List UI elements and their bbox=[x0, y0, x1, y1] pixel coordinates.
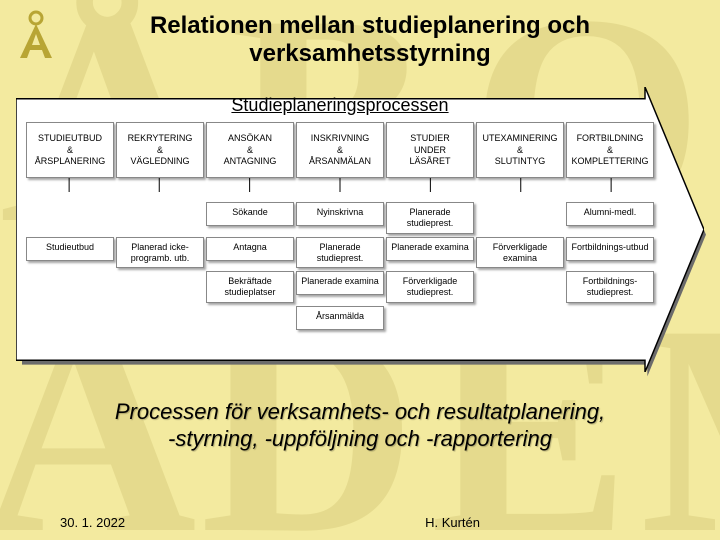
col-inskrivning: INSKRIVNING&ÅRSANMÄLAN bbox=[296, 122, 384, 178]
sub-box: Planerade studieprest. bbox=[296, 237, 384, 269]
connectors bbox=[24, 178, 656, 192]
col-utexaminering: UTEXAMINERING&SLUTINTYG bbox=[476, 122, 564, 178]
footer: 30. 1. 2022 H. Kurtén bbox=[0, 515, 720, 530]
col-ansokan: ANSÖKAN&ANTAGNING bbox=[206, 122, 294, 178]
sub-box: Fortbildnings-utbud bbox=[566, 237, 654, 261]
process-caption: Processen för verksamhets- och resultatp… bbox=[30, 399, 690, 452]
sub-box: Fortbildnings-studieprest. bbox=[566, 271, 654, 303]
sub-box: Planerade examina bbox=[296, 271, 384, 295]
sub-box: Förverkligade examina bbox=[476, 237, 564, 269]
col-studier: STUDIERUNDERLÄSÅRET bbox=[386, 122, 474, 178]
sub-box: Nyinskrivna bbox=[296, 202, 384, 226]
sub-box: Bekräftade studieplatser bbox=[206, 271, 294, 303]
footer-author: H. Kurtén bbox=[425, 515, 680, 530]
logo-icon bbox=[14, 10, 58, 60]
sub-box: Planerad icke-programb. utb. bbox=[116, 237, 204, 269]
sub-box: Sökande bbox=[206, 202, 294, 226]
title-line1: Relationen mellan studieplanering och bbox=[150, 12, 590, 39]
footer-date: 30. 1. 2022 bbox=[60, 515, 125, 530]
sub-box: Studieutbud bbox=[26, 237, 114, 261]
title-line2: verksamhetsstyrning bbox=[249, 40, 490, 67]
sub-box-grid: SökandeNyinskrivnaPlanerade studieprest.… bbox=[24, 202, 656, 330]
page-title: Relationen mellan studieplanering och ve… bbox=[10, 6, 710, 79]
sub-box: Årsanmälda bbox=[296, 306, 384, 330]
col-fortbildning: FORTBILDNING&KOMPLETTERING bbox=[566, 122, 654, 178]
sub-box: Planerade studieprest. bbox=[386, 202, 474, 234]
caption-line2: -styrning, -uppföljning och -rapporterin… bbox=[168, 426, 552, 451]
sub-box: Alumni-medl. bbox=[566, 202, 654, 226]
column-header-row: STUDIEUTBUD&ÅRSPLANERING REKRYTERING&VÄG… bbox=[24, 122, 656, 178]
process-arrow-container: Studieplaneringsprocessen STUDIEUTBUD&ÅR… bbox=[16, 87, 704, 377]
col-rekrytering: REKRYTERING&VÄGLEDNING bbox=[116, 122, 204, 178]
sub-box: Förverkligade studieprest. bbox=[386, 271, 474, 303]
section-title: Studieplaneringsprocessen bbox=[24, 95, 656, 116]
sub-box: Antagna bbox=[206, 237, 294, 261]
col-studieutbud: STUDIEUTBUD&ÅRSPLANERING bbox=[26, 122, 114, 178]
sub-box: Planerade examina bbox=[386, 237, 474, 261]
caption-line1: Processen för verksamhets- och resultatp… bbox=[115, 399, 605, 424]
